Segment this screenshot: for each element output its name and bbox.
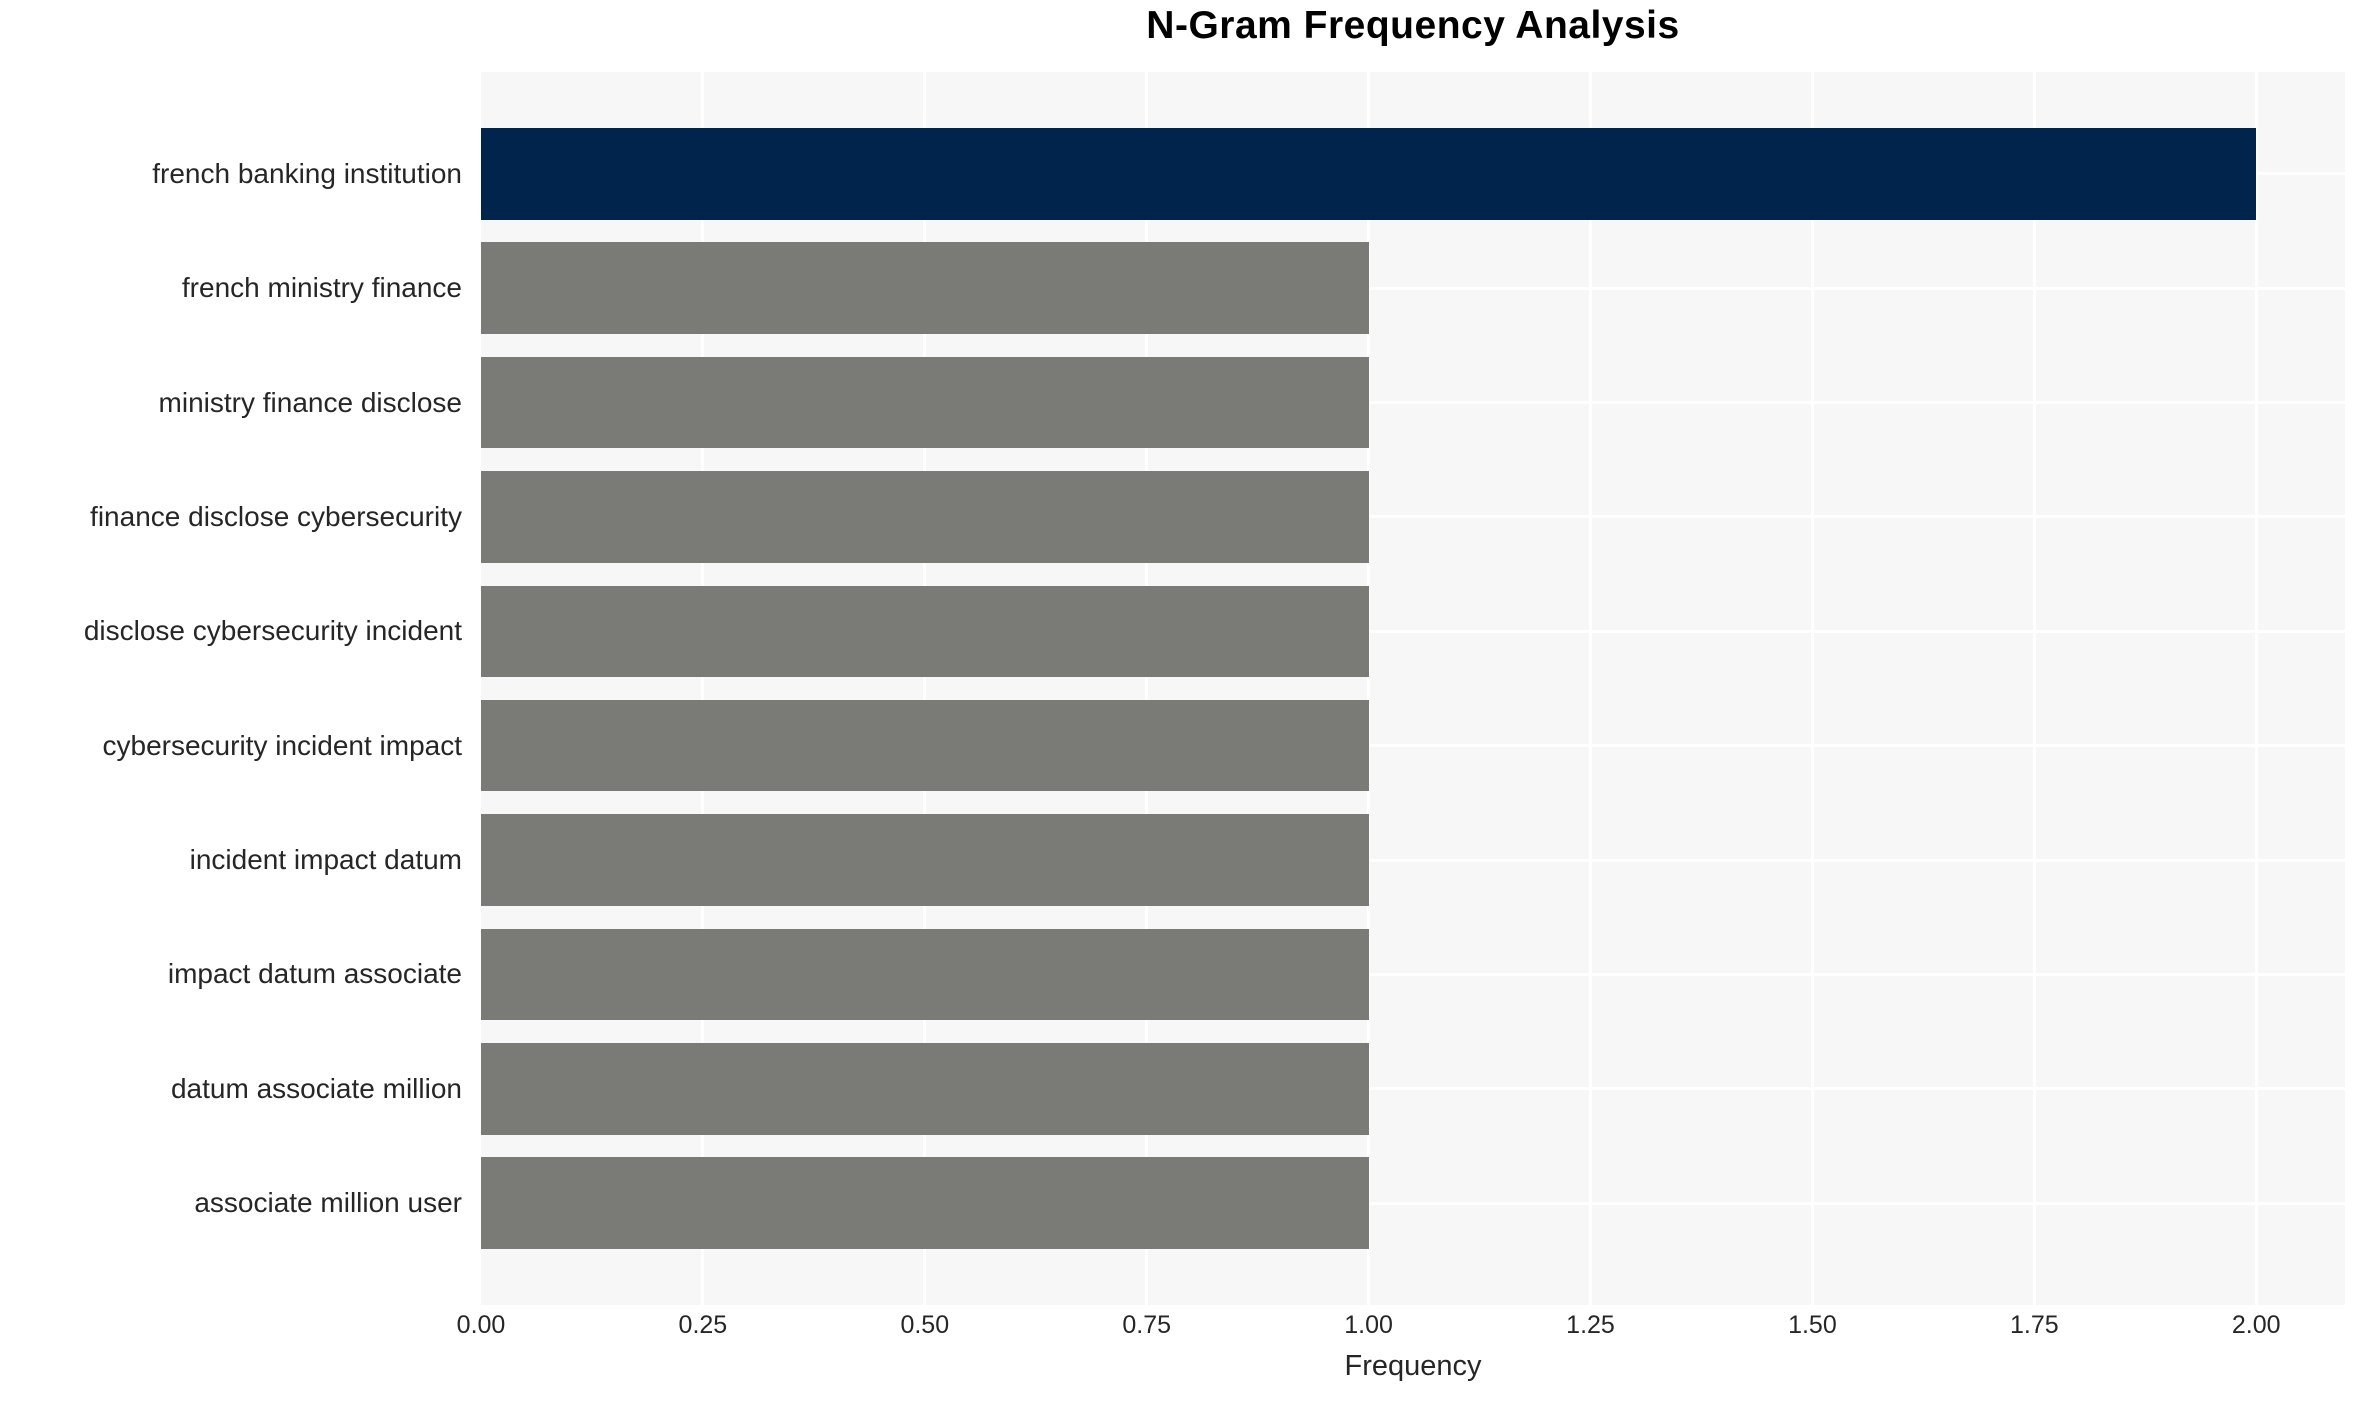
x-axis-tick-labels: 0.00 0.25 0.50 0.75 1.00 1.25 1.50 1.75 2.00 — [457, 1311, 2345, 1347]
bar-impact-datum-associate — [481, 928, 1369, 1021]
bar-incident-impact-datum — [481, 814, 1369, 906]
x-tick-label: 0.75 — [1122, 1311, 1172, 1339]
x-tick-label: 1.00 — [1344, 1311, 1393, 1339]
x-tick-label: 0.00 — [456, 1311, 506, 1339]
gridline-horizontal — [481, 629, 2345, 633]
category-label: cybersecurity incident impact — [102, 729, 462, 761]
x-tick-label: 2.00 — [2231, 1311, 2281, 1339]
x-tick-label: 1.50 — [1788, 1311, 1837, 1339]
bar-finance-disclose-cybersecurity — [481, 471, 1369, 563]
gridline-vertical — [1367, 72, 1371, 1305]
gridline-vertical — [923, 72, 927, 1305]
bar-associate-million-user — [481, 1157, 1369, 1249]
gridline-horizontal — [481, 1201, 2345, 1205]
category-label: impact datum associate — [167, 958, 462, 990]
gridline-horizontal — [481, 286, 2345, 290]
x-axis-title: Frequency — [1344, 1350, 1482, 1382]
x-tick-label: 1.25 — [1566, 1311, 1615, 1339]
gridline-horizontal — [481, 515, 2345, 519]
category-label: ministry finance disclose — [158, 386, 462, 418]
gridline-horizontal — [481, 1087, 2345, 1091]
category-label: finance disclose cybersecurity — [90, 500, 462, 532]
gridline-vertical — [1145, 72, 1149, 1305]
gridline-horizontal — [481, 401, 2345, 405]
bar-cybersecurity-incident-impact — [481, 699, 1369, 792]
bar-disclose-cybersecurity-incident — [481, 585, 1369, 678]
x-tick-label: 0.25 — [678, 1311, 728, 1339]
gridline-vertical — [1810, 72, 1814, 1305]
category-label: french banking institution — [152, 157, 462, 189]
chart-title: N-Gram Frequency Analysis — [1146, 4, 1680, 47]
category-label: datum associate million — [170, 1072, 462, 1104]
gridline-vertical — [2254, 72, 2258, 1305]
gridline-vertical — [1589, 72, 1593, 1305]
gridline-vertical — [701, 72, 705, 1305]
bar-datum-associate-million — [481, 1043, 1369, 1135]
gridline-horizontal — [481, 744, 2345, 748]
category-label: disclose cybersecurity incident — [83, 615, 462, 647]
bar-ministry-finance-disclose — [481, 356, 1369, 449]
plot-area — [481, 72, 2345, 1305]
category-label: incident impact datum — [189, 844, 462, 876]
x-tick-label: 0.50 — [900, 1311, 950, 1339]
y-axis-category-labels: french banking institution french ministr… — [0, 72, 462, 1305]
category-label: french ministry finance — [181, 272, 462, 304]
bar-french-ministry-finance — [481, 242, 1369, 334]
x-tick-label: 1.75 — [2009, 1311, 2059, 1339]
gridline-horizontal — [481, 972, 2345, 976]
bar-french-banking-institution — [481, 128, 2257, 220]
category-label: associate million user — [194, 1187, 462, 1219]
gridline-horizontal — [481, 858, 2345, 862]
gridline-vertical — [2032, 72, 2036, 1305]
